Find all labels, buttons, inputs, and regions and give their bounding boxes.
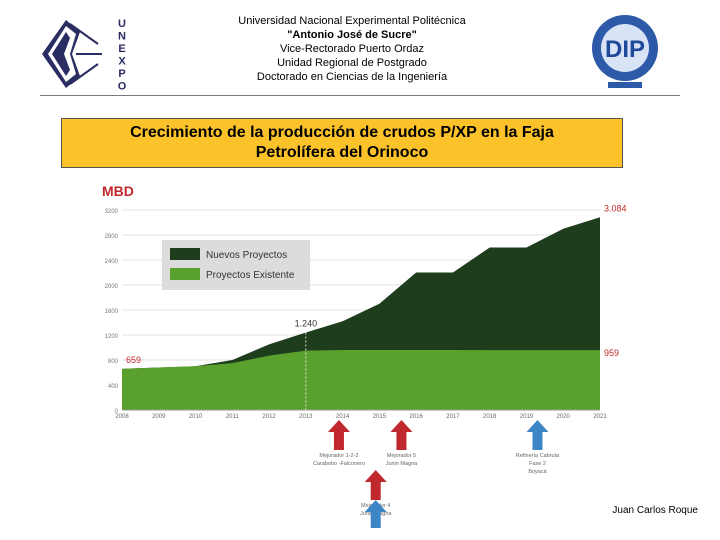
unexpo-letter: N bbox=[118, 31, 126, 43]
x-tick-label: 2014 bbox=[336, 414, 350, 420]
unexpo-letter: X bbox=[118, 56, 126, 68]
y-tick-label: 400 bbox=[108, 384, 119, 390]
header-line-unidad: Unidad Regional de Postgrado bbox=[277, 57, 427, 69]
x-tick-label: 2012 bbox=[262, 414, 276, 420]
arrow-shape bbox=[327, 420, 350, 450]
y-tick-label: 1200 bbox=[105, 334, 119, 340]
series-area-proyectos-existente bbox=[122, 350, 600, 410]
header-line-vicerrectorado: Vice-Rectorado Puerto Ordaz bbox=[279, 43, 425, 55]
milestone-red-arrow: Mejorador 1-2-3 Carabobo -Falconero bbox=[313, 420, 365, 467]
unexpo-letter: P bbox=[118, 68, 125, 80]
header-divider bbox=[40, 95, 680, 96]
x-tick-label: 2019 bbox=[520, 414, 534, 420]
legend-box bbox=[162, 240, 310, 290]
dip-logo: DIP bbox=[592, 15, 658, 88]
slide-title: Crecimiento de la producción de crudos P… bbox=[61, 118, 623, 168]
legend: Nuevos Proyectos Proyectos Existente bbox=[162, 240, 310, 290]
milestone-caption: Refinería Cabruta bbox=[516, 453, 560, 459]
milestone-caption: Mejorador 5 bbox=[387, 453, 416, 459]
y-tick-label: 2000 bbox=[105, 284, 119, 290]
y-tick-label: 2800 bbox=[105, 234, 119, 240]
milestone-red-arrow: Mejorador 5 Junin Magna bbox=[386, 420, 418, 467]
legend-label: Nuevos Proyectos bbox=[206, 250, 287, 261]
header-line-doctorado: Doctorado en Ciencias de la Ingeniería bbox=[256, 71, 448, 83]
unexpo-letter: O bbox=[118, 81, 127, 93]
unexpo-letter: E bbox=[118, 43, 125, 55]
y-tick-label: 800 bbox=[108, 359, 119, 365]
x-tick-label: 2013 bbox=[299, 414, 313, 420]
unit-label: MBD bbox=[102, 183, 134, 199]
x-tick-label: 2020 bbox=[557, 414, 571, 420]
arrow-shape bbox=[364, 500, 387, 528]
arrow-shape bbox=[390, 420, 413, 450]
x-tick-label: 2008 bbox=[115, 414, 129, 420]
x-tick-label: 2015 bbox=[373, 414, 387, 420]
y-tick-label: 2400 bbox=[105, 259, 119, 265]
legend-label: Proyectos Existente bbox=[206, 270, 295, 281]
legend-swatch bbox=[170, 248, 200, 260]
x-tick-label: 2017 bbox=[446, 414, 460, 420]
data-annotation: 1.240 bbox=[295, 319, 318, 329]
y-tick-label: 1600 bbox=[105, 309, 119, 315]
data-annotation: 959 bbox=[604, 348, 619, 358]
milestone-caption: Mejorador 1-2-3 bbox=[319, 453, 358, 459]
arrow-shape bbox=[526, 420, 549, 450]
milestone-blue-arrow: Refinería Cabruta Fase 2 Boyacá bbox=[516, 420, 560, 475]
milestone-caption: Fase 2 bbox=[529, 461, 546, 467]
x-tick-label: 2021 bbox=[593, 414, 607, 420]
dip-logo-text: DIP bbox=[605, 36, 645, 63]
production-chart: MBD 0 400 800 1200 1600 2000 2400 2800 3200 2008 20… bbox=[102, 183, 627, 528]
header-line-university: Universidad Nacional Experimental Polité… bbox=[238, 15, 466, 27]
x-tick-label: 2010 bbox=[189, 414, 203, 420]
y-tick-label: 3200 bbox=[105, 209, 119, 215]
institution-header: Universidad Nacional Experimental Polité… bbox=[190, 14, 514, 84]
legend-swatch bbox=[170, 268, 200, 280]
x-tick-label: 2009 bbox=[152, 414, 166, 420]
footer-author: Juan Carlos Roque bbox=[612, 505, 698, 516]
unexpo-emblem-shape bbox=[42, 20, 102, 88]
header-line-sucre: "Antonio José de Sucre" bbox=[287, 29, 417, 41]
unexpo-letter: U bbox=[118, 18, 126, 30]
y-tick-label: 0 bbox=[115, 409, 119, 415]
dip-logo-banner bbox=[608, 82, 642, 88]
x-tick-label: 2018 bbox=[483, 414, 497, 420]
milestone-caption: Carabobo -Falconero bbox=[313, 461, 365, 467]
milestone-caption: Junin Magna bbox=[386, 461, 418, 467]
x-tick-label: 2016 bbox=[409, 414, 423, 420]
data-annotation: 659 bbox=[126, 355, 141, 365]
arrow-shape bbox=[364, 470, 387, 500]
slide-title-text: Crecimiento de la producción de crudos P… bbox=[130, 124, 554, 161]
x-tick-label: 2011 bbox=[226, 414, 240, 420]
data-annotation: 3.084 bbox=[604, 203, 627, 213]
milestone-caption: Boyacá bbox=[528, 469, 547, 475]
dip-logo-inner bbox=[601, 24, 649, 72]
